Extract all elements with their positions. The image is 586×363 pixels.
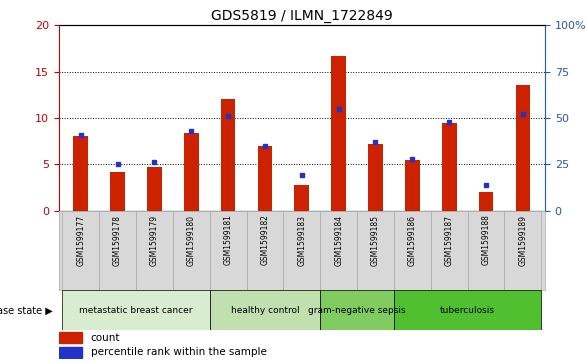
Text: GSM1599187: GSM1599187 xyxy=(445,215,454,265)
Text: percentile rank within the sample: percentile rank within the sample xyxy=(91,347,267,358)
Bar xyxy=(136,211,173,290)
Text: GSM1599178: GSM1599178 xyxy=(113,215,122,265)
Bar xyxy=(210,211,247,290)
Bar xyxy=(59,333,82,343)
Text: GSM1599177: GSM1599177 xyxy=(76,215,85,266)
Text: GSM1599186: GSM1599186 xyxy=(408,215,417,265)
Bar xyxy=(258,146,272,211)
Bar xyxy=(468,211,505,290)
Text: GSM1599184: GSM1599184 xyxy=(334,215,343,265)
Bar xyxy=(394,211,431,290)
Text: metastatic breast cancer: metastatic breast cancer xyxy=(79,306,193,315)
Bar xyxy=(62,211,99,290)
Bar xyxy=(442,123,456,211)
Bar xyxy=(147,167,162,211)
Text: count: count xyxy=(91,333,120,343)
Text: disease state ▶: disease state ▶ xyxy=(0,305,53,315)
Bar xyxy=(320,211,357,290)
Bar xyxy=(516,85,530,211)
Bar xyxy=(479,192,493,211)
Bar xyxy=(73,136,88,211)
Text: tuberculosis: tuberculosis xyxy=(440,306,495,315)
Bar xyxy=(331,56,346,211)
Bar xyxy=(394,290,541,330)
Bar xyxy=(210,290,320,330)
Bar xyxy=(173,211,210,290)
Bar xyxy=(99,211,136,290)
Text: GSM1599179: GSM1599179 xyxy=(150,215,159,266)
Bar xyxy=(247,211,284,290)
Text: GSM1599189: GSM1599189 xyxy=(519,215,527,265)
Bar xyxy=(405,160,420,211)
Title: GDS5819 / ILMN_1722849: GDS5819 / ILMN_1722849 xyxy=(211,9,393,23)
Bar xyxy=(284,211,320,290)
Bar xyxy=(62,290,210,330)
Text: GSM1599188: GSM1599188 xyxy=(482,215,490,265)
Text: GSM1599182: GSM1599182 xyxy=(260,215,270,265)
Bar xyxy=(431,211,468,290)
Text: GSM1599185: GSM1599185 xyxy=(371,215,380,265)
Text: GSM1599181: GSM1599181 xyxy=(224,215,233,265)
Text: GSM1599183: GSM1599183 xyxy=(297,215,306,265)
Bar xyxy=(59,347,82,358)
Text: gram-negative sepsis: gram-negative sepsis xyxy=(308,306,406,315)
Text: healthy control: healthy control xyxy=(231,306,299,315)
Bar xyxy=(184,133,199,211)
Bar xyxy=(294,185,309,211)
Bar xyxy=(505,211,541,290)
Bar xyxy=(320,290,394,330)
Bar xyxy=(221,99,236,211)
Bar xyxy=(110,172,125,211)
Text: GSM1599180: GSM1599180 xyxy=(187,215,196,265)
Bar xyxy=(357,211,394,290)
Bar xyxy=(368,144,383,211)
